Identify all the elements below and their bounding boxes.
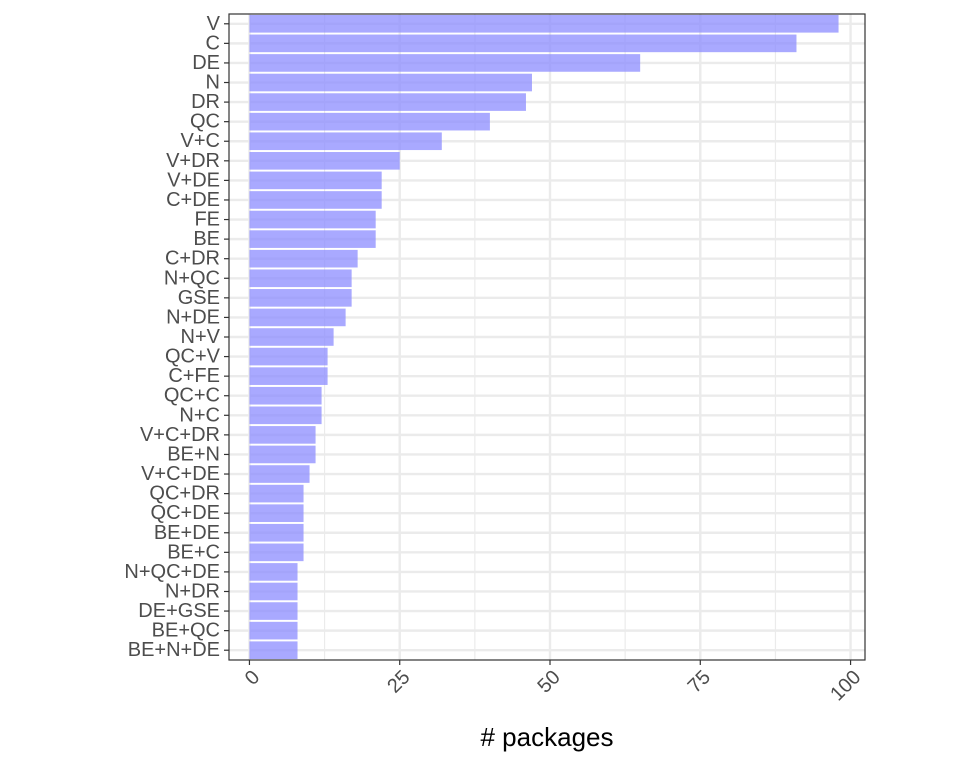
x-tick-label: 0 xyxy=(241,666,264,689)
bar-c-dr xyxy=(249,249,358,268)
y-tick-label: V+DE xyxy=(167,169,220,191)
y-tick-label: BE+QC xyxy=(152,620,220,642)
bar-be-c xyxy=(249,543,304,562)
bar-n xyxy=(249,73,532,92)
y-tick-label: N+C xyxy=(179,404,220,426)
bar-c xyxy=(249,34,797,53)
bar-qc-de xyxy=(249,504,304,522)
y-tick-label: BE xyxy=(193,228,220,250)
bar-c-de xyxy=(249,191,382,209)
y-tick-label: N+QC xyxy=(164,267,220,289)
bar-be xyxy=(249,230,376,248)
bar-v-de xyxy=(249,171,382,190)
y-tick-label: V+C+DR xyxy=(140,424,220,446)
y-tick-label: QC+V xyxy=(165,346,221,368)
bar-n-qc xyxy=(249,269,352,288)
x-tick-label: 75 xyxy=(684,666,715,697)
y-tick-label: N xyxy=(206,72,220,94)
bar-fe xyxy=(249,210,376,229)
x-tick-label: 50 xyxy=(533,666,564,697)
bar-be-qc xyxy=(249,621,298,640)
y-tick-label: V+C+DE xyxy=(141,463,220,485)
bar-n-qc-de xyxy=(249,563,298,581)
x-tick-label: 100 xyxy=(826,666,865,705)
bar-dr xyxy=(249,93,526,111)
bar-v-dr xyxy=(249,152,400,170)
y-tick-label: BE+N+DE xyxy=(128,639,220,661)
bar-gse xyxy=(249,289,352,307)
y-tick-label: QC xyxy=(190,111,220,133)
y-tick-label: C+DR xyxy=(165,248,220,270)
y-tick-label: V xyxy=(207,13,221,35)
y-tick-label: V+C xyxy=(181,130,220,152)
y-tick-label: QC+DE xyxy=(151,502,220,524)
y-tick-label: N+QC+DE xyxy=(124,561,220,583)
bar-qc xyxy=(249,112,490,131)
y-tick-label: C xyxy=(206,32,220,54)
y-tick-label: C+DE xyxy=(166,189,220,211)
bar-v-c-de xyxy=(249,465,310,483)
bar-qc-c xyxy=(249,386,322,405)
y-tick-label: QC+C xyxy=(164,385,220,407)
y-tick-label: N+DE xyxy=(166,306,220,328)
y-tick-label: BE+DE xyxy=(154,522,220,544)
bar-qc-v xyxy=(249,347,328,366)
axes: VCDENDRQCV+CV+DRV+DEC+DEFEBEC+DRN+QCGSEN… xyxy=(124,13,865,706)
y-tick-label: N+V xyxy=(181,326,221,348)
y-tick-label: C+FE xyxy=(168,365,220,387)
bar-be-n-de xyxy=(249,641,298,660)
y-tick-label: GSE xyxy=(178,287,220,309)
bars xyxy=(249,14,839,660)
bar-n-c xyxy=(249,406,322,425)
y-tick-label: BE+C xyxy=(167,541,220,563)
x-tick-label: 25 xyxy=(383,666,414,697)
bar-de-gse xyxy=(249,602,298,620)
bar-n-de xyxy=(249,308,346,327)
y-tick-label: DE xyxy=(192,52,220,74)
y-tick-label: FE xyxy=(194,209,220,231)
bar-c-fe xyxy=(249,367,328,385)
bar-be-de xyxy=(249,523,304,542)
bar-n-v xyxy=(249,328,334,346)
y-tick-label: V+DR xyxy=(166,150,220,172)
y-tick-label: BE+N xyxy=(167,443,220,465)
bar-v-c-dr xyxy=(249,426,316,444)
bar-be-n xyxy=(249,445,316,464)
y-tick-label: DR xyxy=(191,91,220,113)
bar-de xyxy=(249,54,641,72)
y-tick-label: DE+GSE xyxy=(138,600,220,622)
bar-n-dr xyxy=(249,582,298,601)
x-axis-title: # packages xyxy=(481,722,614,752)
bar-v xyxy=(249,14,839,33)
bar-qc-dr xyxy=(249,484,304,503)
bar-v-c xyxy=(249,132,442,151)
y-tick-label: QC+DR xyxy=(149,483,220,505)
y-tick-label: N+DR xyxy=(165,580,220,602)
